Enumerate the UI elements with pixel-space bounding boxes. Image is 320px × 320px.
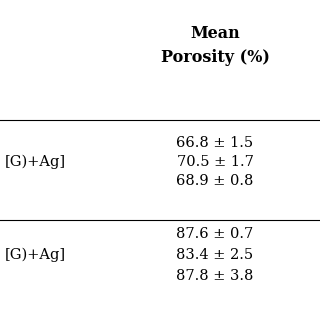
- Text: [G)+Ag]: [G)+Ag]: [5, 155, 66, 169]
- Text: 70.5 ± 1.7: 70.5 ± 1.7: [177, 155, 253, 169]
- Text: 66.8 ± 1.5: 66.8 ± 1.5: [176, 136, 253, 150]
- Text: 87.8 ± 3.8: 87.8 ± 3.8: [176, 269, 254, 283]
- Text: 87.6 ± 0.7: 87.6 ± 0.7: [176, 227, 254, 241]
- Text: 83.4 ± 2.5: 83.4 ± 2.5: [176, 248, 253, 262]
- Text: Porosity (%): Porosity (%): [161, 49, 269, 66]
- Text: [G)+Ag]: [G)+Ag]: [5, 248, 66, 262]
- Text: 68.9 ± 0.8: 68.9 ± 0.8: [176, 174, 254, 188]
- Text: Mean: Mean: [190, 25, 240, 42]
